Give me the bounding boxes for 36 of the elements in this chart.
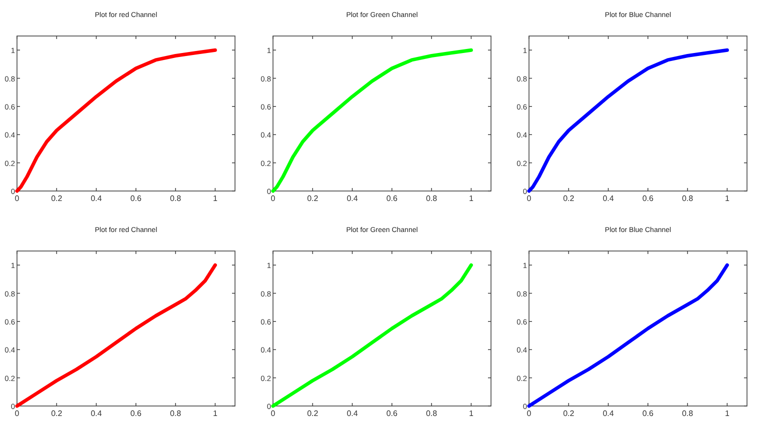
line-series (527, 263, 729, 408)
x-tick-label: 0.4 (90, 409, 102, 418)
x-tick-label: 0.8 (170, 409, 182, 418)
x-tick-label: 0.6 (386, 194, 398, 203)
x-tick-label: 0.8 (682, 194, 694, 203)
x-tick-label: 1 (724, 409, 730, 418)
x-tick-label: 0.2 (563, 194, 575, 203)
x-tick-label: 0.4 (90, 194, 102, 203)
x-tick-label: 0.2 (51, 409, 63, 418)
x-tick-label: 0.8 (170, 194, 182, 203)
x-tick-label: 0.2 (51, 194, 63, 203)
x-tick-label: 0.6 (130, 409, 142, 418)
x-tick-label: 1 (468, 409, 474, 418)
x-tick-label: 0.2 (307, 409, 319, 418)
line-series (271, 263, 473, 408)
line-series (15, 48, 217, 193)
x-tick-label: 0.8 (426, 194, 438, 203)
line-series (271, 48, 473, 193)
x-tick-label: 1 (212, 194, 218, 203)
line-series (527, 48, 729, 193)
x-tick-label: 0.6 (642, 409, 654, 418)
line-series (15, 263, 217, 408)
x-tick-label: 0.8 (682, 409, 694, 418)
x-tick-label: 1 (724, 194, 730, 203)
x-tick-label: 0.6 (642, 194, 654, 203)
x-tick-label: 1 (212, 409, 218, 418)
x-tick-label: 0.4 (602, 409, 614, 418)
x-tick-label: 0.4 (346, 409, 358, 418)
x-tick-label: 0.8 (426, 409, 438, 418)
x-tick-label: 1 (468, 194, 474, 203)
x-tick-label: 0.6 (386, 409, 398, 418)
x-tick-label: 0.4 (346, 194, 358, 203)
x-tick-label: 0.2 (307, 194, 319, 203)
x-tick-label: 0.2 (563, 409, 575, 418)
x-tick-label: 0.6 (130, 194, 142, 203)
x-tick-label: 0.4 (602, 194, 614, 203)
